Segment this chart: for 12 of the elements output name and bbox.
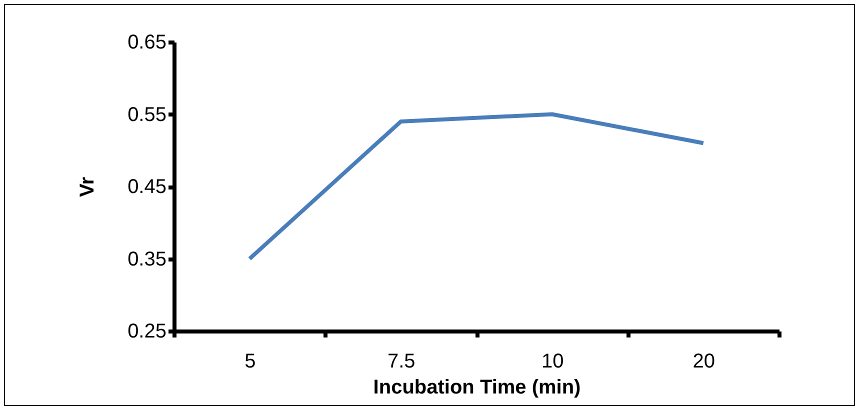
y-tick-label: 0.55 [128, 104, 166, 126]
line-series [248, 112, 706, 261]
x-tick-label: 7.5 [387, 350, 416, 372]
y-tick-label: 0.35 [128, 248, 166, 270]
y-tick-label: 0.45 [128, 176, 166, 198]
x-axis-title: Incubation Time (min) [373, 376, 581, 398]
x-tick-label: 10 [542, 350, 564, 372]
x-tick-label: 20 [692, 350, 715, 372]
y-tick-label: 0.65 [128, 32, 166, 54]
y-tick-label: 0.25 [128, 320, 166, 342]
x-tick-label: 5 [244, 350, 256, 372]
y-axis-title: Vr [76, 176, 99, 198]
